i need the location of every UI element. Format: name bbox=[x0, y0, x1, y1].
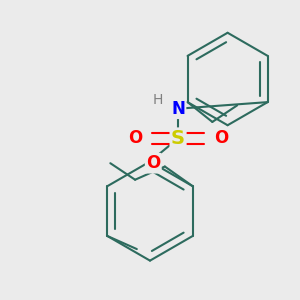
Text: H: H bbox=[153, 94, 164, 107]
Text: O: O bbox=[214, 129, 228, 147]
Text: O: O bbox=[128, 129, 142, 147]
Text: O: O bbox=[146, 154, 160, 172]
Text: S: S bbox=[171, 129, 185, 148]
Text: N: N bbox=[171, 100, 185, 118]
